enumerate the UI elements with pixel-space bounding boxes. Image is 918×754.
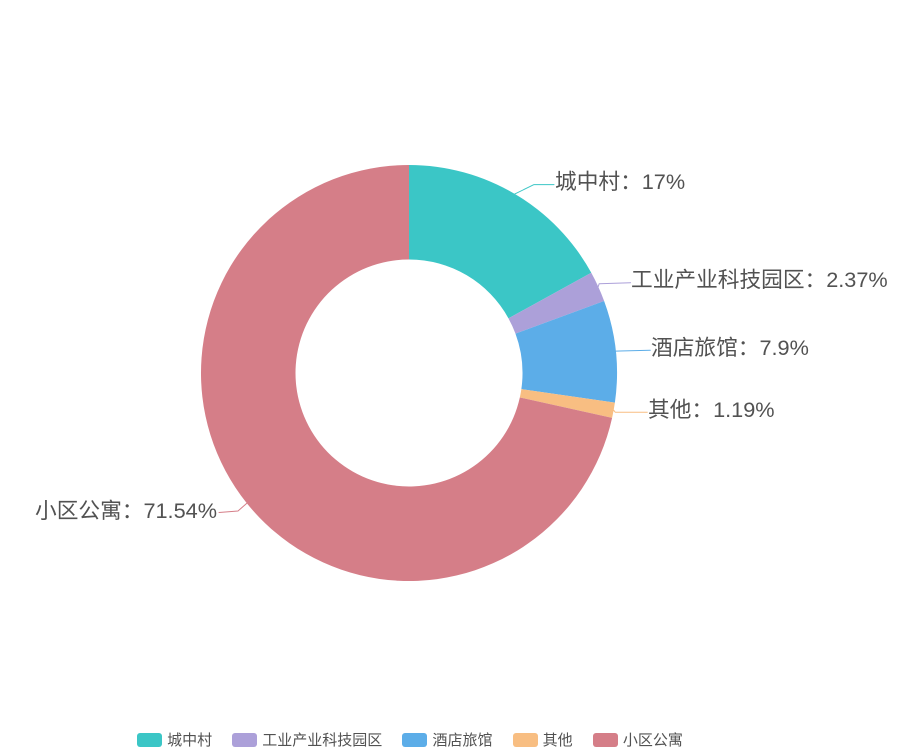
svg-text:工业产业科技园区：2.37%: 工业产业科技园区：2.37% bbox=[631, 267, 888, 292]
svg-text:城中村：17%: 城中村：17% bbox=[555, 169, 685, 194]
svg-text:其他：1.19%: 其他：1.19% bbox=[648, 397, 775, 422]
svg-text:小区公寓：71.54%: 小区公寓：71.54% bbox=[35, 498, 217, 523]
svg-text:酒店旅馆：7.9%: 酒店旅馆：7.9% bbox=[651, 335, 809, 360]
